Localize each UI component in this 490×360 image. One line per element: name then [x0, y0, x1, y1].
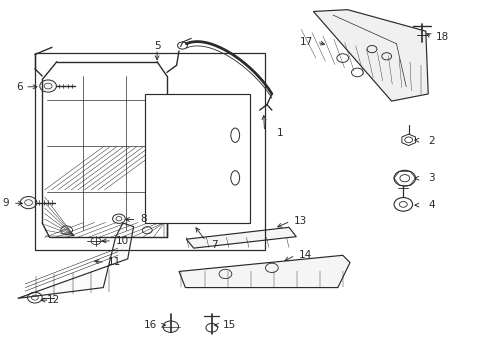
Text: 3: 3 [428, 173, 435, 183]
Text: 16: 16 [144, 320, 157, 330]
Circle shape [113, 214, 125, 224]
Circle shape [20, 197, 37, 209]
Text: 4: 4 [428, 200, 435, 210]
Polygon shape [314, 10, 428, 101]
Text: 14: 14 [299, 250, 312, 260]
Text: 10: 10 [116, 236, 129, 246]
Text: 1: 1 [277, 129, 283, 138]
Text: 17: 17 [300, 37, 314, 47]
Text: 8: 8 [140, 215, 147, 224]
Text: 13: 13 [294, 216, 307, 226]
Text: 9: 9 [3, 198, 9, 208]
Polygon shape [179, 255, 350, 288]
Polygon shape [186, 227, 296, 248]
Circle shape [163, 321, 178, 332]
Text: 18: 18 [436, 32, 449, 41]
Text: 7: 7 [211, 239, 218, 249]
Polygon shape [18, 223, 134, 298]
Text: 6: 6 [16, 82, 23, 92]
Text: 12: 12 [47, 295, 60, 305]
Circle shape [40, 80, 56, 92]
Text: 15: 15 [223, 320, 236, 330]
Text: 5: 5 [154, 41, 160, 50]
Text: 2: 2 [428, 136, 435, 145]
Bar [145, 94, 250, 223]
Text: 11: 11 [108, 257, 122, 267]
Bar [35, 53, 265, 250]
